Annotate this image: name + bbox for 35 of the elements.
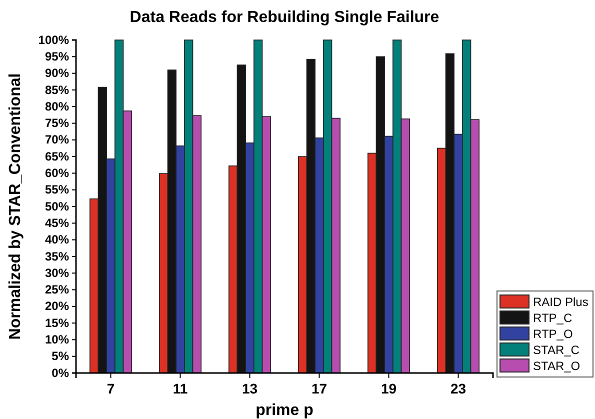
y-tick-label: 70%: [44, 132, 70, 147]
y-tick-label: 60%: [44, 166, 70, 180]
y-tick-label: 65%: [44, 149, 70, 164]
y-tick-label: 90%: [44, 66, 70, 80]
x-tick-label: 11: [172, 380, 188, 397]
legend-label: RTP_O: [533, 327, 573, 341]
x-tick-label: 23: [450, 380, 466, 397]
legend-label: STAR_C: [533, 343, 580, 357]
y-tick-label: 85%: [44, 82, 70, 97]
legend-label: RTP_C: [533, 311, 572, 325]
y-tick-label: 95%: [44, 49, 70, 64]
chart-title: Data Reads for Rebuilding Single Failure: [130, 9, 440, 26]
x-tick-label: 13: [242, 380, 258, 397]
x-axis-title: prime p: [256, 402, 314, 419]
y-tick-label: 25%: [44, 282, 70, 297]
y-tick-label: 15%: [44, 316, 70, 330]
x-tick-label: 17: [311, 380, 328, 397]
y-tick-label: 10%: [44, 332, 70, 347]
y-tick-label: 40%: [44, 232, 70, 247]
y-tick-label: 100%: [38, 32, 70, 47]
y-tick-label: 20%: [44, 299, 70, 314]
y-tick-label: 5%: [52, 349, 70, 364]
legend-label: STAR_O: [533, 359, 580, 373]
y-axis-title: Normalized by STAR_Conventional: [7, 73, 24, 340]
x-tick-label: 19: [380, 380, 397, 397]
y-tick-label: 30%: [44, 266, 70, 280]
y-tick-label: 80%: [44, 99, 70, 114]
y-tick-label: 0%: [52, 366, 70, 380]
y-tick-label: 45%: [44, 216, 70, 230]
y-tick-label: 50%: [44, 199, 70, 214]
legend-label: RAID Plus: [533, 295, 588, 309]
x-tick-label: 7: [106, 380, 115, 397]
y-tick-label: 55%: [44, 182, 70, 197]
y-tick-label: 35%: [44, 249, 70, 264]
y-tick-label: 75%: [44, 116, 70, 130]
